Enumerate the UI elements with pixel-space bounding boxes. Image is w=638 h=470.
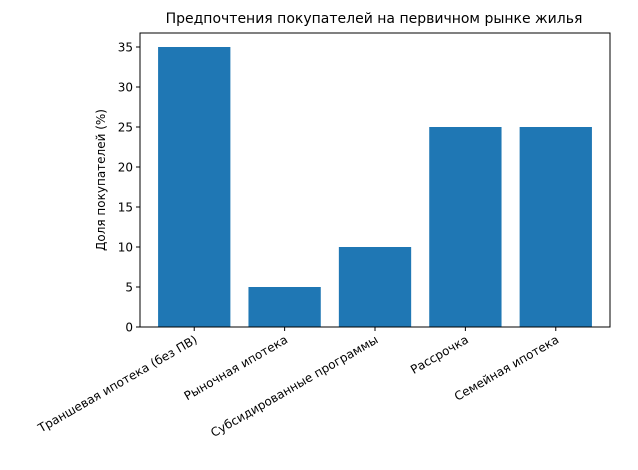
y-tick-label-6: 30	[118, 81, 133, 95]
x-tick-label-0: Траншевая ипотека (без ПВ)	[35, 332, 200, 435]
y-tick-label-4: 20	[118, 161, 133, 175]
x-axis: Траншевая ипотека (без ПВ)Рыночная ипоте…	[35, 327, 561, 440]
y-axis-label: Доля покупателей (%)	[94, 109, 108, 251]
chart-title: Предпочтения покупателей на первичном ры…	[166, 11, 583, 27]
bar-3	[429, 127, 502, 327]
y-tick-label-1: 5	[125, 281, 133, 295]
y-tick-label-5: 25	[118, 121, 133, 135]
x-tick-label-3: Рассрочка	[408, 332, 471, 376]
bar-1	[248, 287, 321, 327]
bar-2	[338, 247, 412, 327]
y-tick-label-7: 35	[118, 41, 133, 55]
y-tick-label-3: 15	[118, 201, 133, 215]
bar-0	[158, 47, 231, 327]
axes-spines	[139, 32, 611, 328]
plot-frame	[139, 32, 611, 328]
bar-4	[519, 127, 592, 327]
x-tick-label-2: Субсидированные программы	[208, 332, 380, 440]
y-axis: 0 5 10 15 20 25 30 35	[118, 41, 140, 335]
y-tick-label-2: 10	[118, 241, 133, 255]
bars-group	[158, 47, 592, 327]
y-tick-label-0: 0	[125, 321, 133, 335]
